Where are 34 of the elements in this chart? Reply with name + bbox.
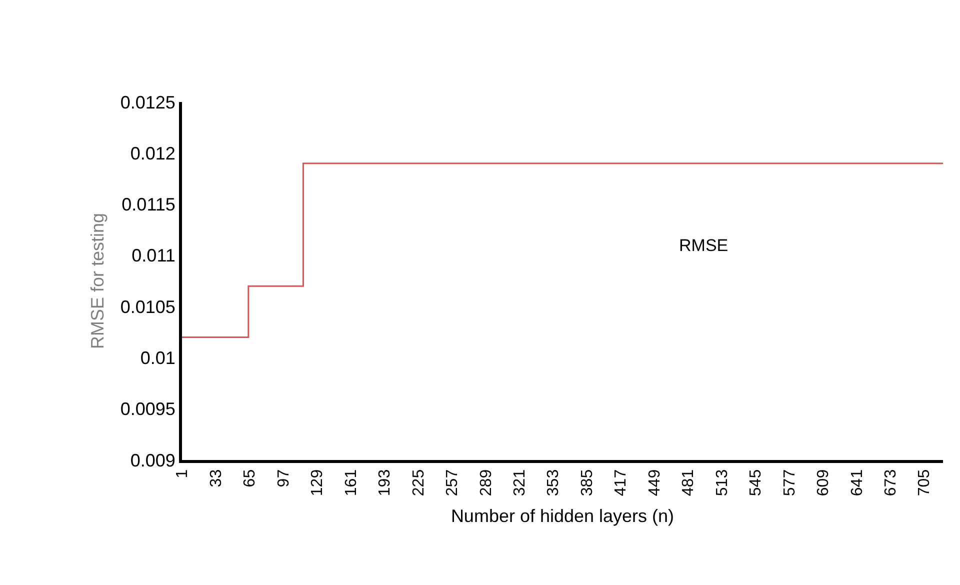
x-tick-label: 193 <box>376 469 394 496</box>
y-tick-label: 0.012 <box>130 143 176 164</box>
y-tick-label: 0.009 <box>130 450 176 470</box>
x-tick-label: 417 <box>612 469 630 496</box>
x-tick-label: 513 <box>714 469 731 496</box>
x-tick-label: 225 <box>410 469 428 496</box>
y-axis-title: RMSE for testing <box>88 212 108 350</box>
x-tick-label: 449 <box>646 469 664 496</box>
x-tick-label: 129 <box>309 469 326 496</box>
y-tick-label: 0.01 <box>140 348 176 368</box>
x-axis-title: Number of hidden layers (n) <box>450 506 674 526</box>
y-tick-label: 0.0105 <box>120 296 176 317</box>
x-tick-label: 33 <box>208 469 225 488</box>
x-tick-label: 289 <box>478 469 495 496</box>
x-tick-label: 353 <box>545 469 562 496</box>
x-tick-label: 577 <box>781 469 798 496</box>
x-tick-label: 65 <box>242 469 259 488</box>
y-tick-label: 0.011 <box>132 246 176 266</box>
x-tick-label: 321 <box>511 469 528 496</box>
x-tick-label: 97 <box>275 469 292 488</box>
x-tick-label: 385 <box>578 469 596 496</box>
x-tick-label: 673 <box>882 469 900 496</box>
y-tick-label: 0.0095 <box>120 399 176 420</box>
x-tick-label: 1 <box>174 469 192 478</box>
x-tick-label: 641 <box>848 469 866 496</box>
x-tick-label: 545 <box>748 469 765 496</box>
x-tick-label: 257 <box>444 469 462 496</box>
x-tick-label: 609 <box>815 469 832 496</box>
y-tick-label: 0.0115 <box>122 194 176 215</box>
y-tick-label: 0.0125 <box>120 92 176 112</box>
x-tick-label: 705 <box>916 469 934 496</box>
x-tick-label: 481 <box>680 469 698 496</box>
x-tick-label: 161 <box>342 469 360 496</box>
text: RMSE <box>679 236 728 255</box>
